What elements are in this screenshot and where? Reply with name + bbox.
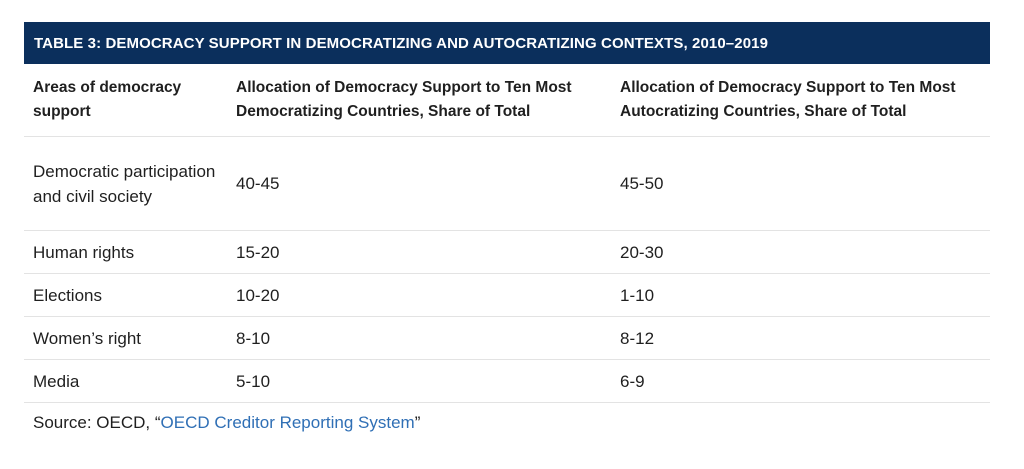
table-row: Media 5-10 6-9	[24, 360, 990, 403]
source-suffix: ”	[414, 413, 421, 432]
table-row: Democratic participation and civil socie…	[24, 137, 990, 231]
cell-area: Women’s right	[33, 328, 142, 348]
cell-autocratizing: 6-9	[620, 371, 645, 391]
header-areas: Areas of democracy support	[33, 79, 182, 120]
oecd-crs-link[interactable]: OECD Creditor Reporting System	[160, 413, 415, 432]
source-note: Source: OECD, “OECD Creditor Reporting S…	[24, 403, 990, 433]
cell-area: Media	[33, 371, 80, 391]
source-prefix: Source: OECD, “	[33, 413, 161, 432]
cell-autocratizing: 45-50	[620, 174, 664, 193]
cell-democratizing: 5-10	[236, 371, 271, 391]
cell-democratizing: 15-20	[236, 242, 280, 262]
table-row: Human rights 15-20 20-30	[24, 231, 990, 274]
cell-area: Democratic participation and civil socie…	[33, 161, 216, 206]
table-row: Women’s right 8-10 8-12	[24, 317, 990, 360]
cell-democratizing: 8-10	[236, 328, 271, 348]
header-autocratizing: Allocation of Democracy Support to Ten M…	[620, 79, 956, 120]
cell-area: Human rights	[33, 242, 135, 262]
table-header-row: Areas of democracy support Allocation of…	[24, 64, 990, 137]
cell-autocratizing: 1-10	[620, 285, 655, 305]
cell-area: Elections	[33, 285, 102, 305]
data-table-container: TABLE 3: DEMOCRACY SUPPORT IN DEMOCRATIZ…	[24, 22, 990, 433]
cell-democratizing: 10-20	[236, 285, 280, 305]
cell-autocratizing: 20-30	[620, 242, 664, 262]
table-row: Elections 10-20 1-10	[24, 274, 990, 317]
cell-autocratizing: 8-12	[620, 328, 655, 348]
header-democratizing: Allocation of Democracy Support to Ten M…	[236, 79, 572, 120]
cell-democratizing: 40-45	[236, 174, 280, 193]
table-title: TABLE 3: DEMOCRACY SUPPORT IN DEMOCRATIZ…	[24, 22, 990, 64]
democracy-support-table: Areas of democracy support Allocation of…	[24, 64, 990, 403]
